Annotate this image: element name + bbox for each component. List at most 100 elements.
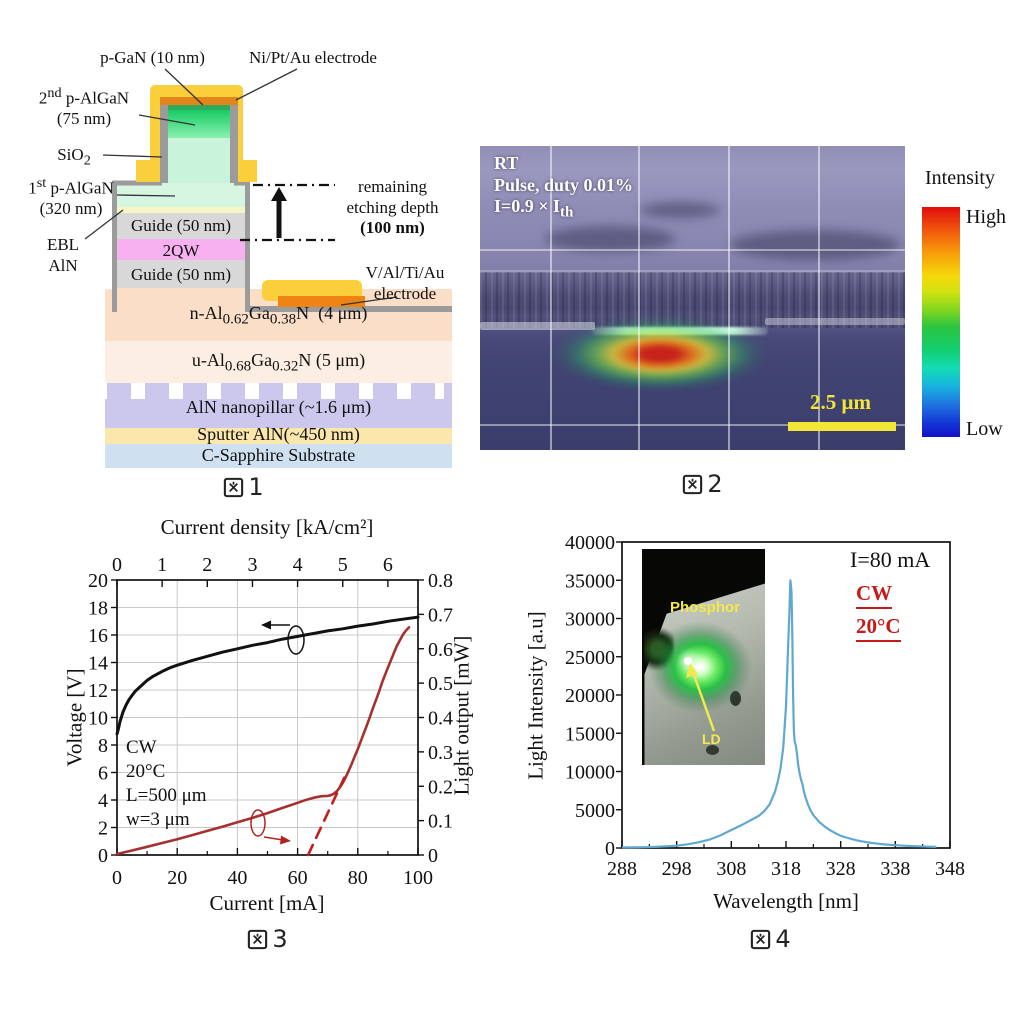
label-sio2: SiO2: [57, 145, 91, 169]
svg-text:20: 20: [88, 570, 108, 592]
y-left-axis-title: Voltage [V]: [62, 668, 87, 767]
figure2-near-field-image: RT Pulse, duty 0.01% I=0.9 × Ith 2.5 μm: [480, 146, 905, 450]
label-2qw: 2QW: [162, 241, 200, 260]
colorbar-low-label: Low: [966, 418, 1003, 440]
svg-text:4: 4: [98, 790, 108, 812]
svg-text:12: 12: [88, 680, 108, 702]
label-ebl-aln: EBL AlN: [46, 235, 80, 275]
svg-text:16: 16: [88, 625, 108, 647]
figure1-caption: 1: [143, 473, 343, 501]
label-guide-bottom: Guide (50 nm): [130, 265, 232, 284]
annotation-cw: CW: [126, 737, 157, 758]
svg-text:5000: 5000: [575, 800, 615, 822]
figure1-device-schematic: p-GaN (10 nm) Ni/Pt/Au electrode 2nd p-A…: [25, 35, 465, 505]
grid-line: [480, 249, 905, 251]
device-top-edge: [480, 270, 905, 273]
emission-intensity-spot: [540, 309, 780, 405]
svg-text:328: 328: [826, 858, 856, 880]
grid-line: [728, 146, 730, 450]
svg-text:6: 6: [98, 763, 108, 785]
label-guide-top: Guide (50 nm): [130, 216, 232, 235]
svg-text:0.3: 0.3: [428, 742, 453, 764]
annotation-temperature: 20°C: [856, 614, 901, 642]
ld-label: LD: [702, 731, 721, 747]
svg-text:0.7: 0.7: [428, 604, 453, 626]
fig3-chart-svg: 0 20 40 60 80 1000 1 2 3 4 5 60246810121416182000.1…: [88, 554, 453, 889]
figure4-number: 4: [775, 925, 791, 953]
label-ni-pt-au-electrode: Ni/Pt/Au electrode: [249, 48, 377, 67]
ld-arrow: [686, 663, 716, 732]
figure3-caption: 3: [167, 925, 367, 953]
threshold-extrapolation: [306, 776, 346, 857]
cleaved-ledge-left: [480, 322, 595, 330]
svg-text:6: 6: [383, 554, 393, 576]
figure1-number: 1: [248, 473, 264, 501]
right-axis-arrow: [280, 835, 291, 845]
label-sputter-aln: Sputter AlN(~450 nm): [197, 424, 360, 444]
annotation-cw: CW: [856, 581, 893, 609]
label-n-algan: n-Al0.62Ga0.38N (4 μm): [189, 303, 368, 328]
label-u-algan: u-Al0.68Ga0.32N (5 μm): [191, 350, 366, 375]
annotation-pulse-duty: Pulse, duty 0.01%: [494, 174, 634, 195]
annotation-current: I=0.9 × Ith: [494, 196, 574, 221]
svg-text:3: 3: [247, 554, 257, 576]
voltage-vs-current: [115, 615, 420, 736]
image-smudge: [730, 230, 900, 260]
grid-line: [480, 424, 905, 426]
annotation-temperature: 20°C: [126, 761, 166, 782]
svg-text:348: 348: [935, 858, 965, 880]
zu-kanji-icon: [222, 476, 245, 499]
svg-text:0.5: 0.5: [428, 673, 453, 695]
x-axis-title: Wavelength [nm]: [713, 889, 859, 913]
svg-text:0.2: 0.2: [428, 776, 453, 798]
emission-spectrum: [621, 579, 937, 849]
svg-text:40: 40: [227, 867, 247, 889]
svg-text:5: 5: [338, 554, 348, 576]
label-remaining-etching-depth: remaining etching depth (100 nm): [346, 177, 439, 238]
svg-text:25000: 25000: [565, 647, 615, 669]
svg-text:0: 0: [112, 867, 122, 889]
svg-text:0.6: 0.6: [428, 639, 453, 661]
label-aln-nanopillar: AlN nanopillar (~1.6 μm): [185, 397, 372, 417]
colorbar-high-label: High: [966, 206, 1006, 228]
svg-text:30000: 30000: [565, 609, 615, 631]
colorbar-title: Intensity: [925, 167, 995, 189]
voltage-curve-marker: [287, 625, 305, 655]
phosphor-label: Phosphor: [670, 599, 740, 616]
figure1-diagram: [84, 68, 452, 468]
svg-text:0.1: 0.1: [428, 811, 453, 833]
zu-kanji-icon: [246, 928, 269, 951]
svg-text:308: 308: [716, 858, 746, 880]
zu-kanji-icon: [749, 928, 772, 951]
svg-text:35000: 35000: [565, 570, 615, 592]
svg-text:80: 80: [348, 867, 368, 889]
figure2-caption: 2: [602, 470, 802, 498]
figure4-caption: 4: [670, 925, 870, 953]
image-smudge: [640, 202, 720, 218]
label-1st-p-algan: 1st p-AlGaN (320 nm): [28, 175, 114, 219]
svg-text:14: 14: [88, 653, 108, 675]
svg-text:100: 100: [403, 867, 433, 889]
ld-emission-spot: [684, 657, 692, 665]
svg-text:10000: 10000: [565, 762, 615, 784]
svg-text:40000: 40000: [565, 532, 615, 554]
svg-text:2: 2: [98, 818, 108, 840]
svg-text:15000: 15000: [565, 723, 615, 745]
svg-text:298: 298: [662, 858, 692, 880]
svg-text:2: 2: [202, 554, 212, 576]
image-smudge: [545, 226, 675, 252]
light-curve-marker: [250, 809, 266, 837]
svg-text:0: 0: [428, 845, 438, 867]
svg-text:0.4: 0.4: [428, 708, 453, 730]
svg-text:20000: 20000: [565, 685, 615, 707]
grid-line: [550, 146, 552, 450]
intensity-colorbar: [922, 207, 960, 437]
annotation-current: I=80 mA: [850, 547, 931, 572]
annotation-rt: RT: [494, 153, 519, 173]
x2-axis-title: Current density [kA/cm²]: [160, 515, 374, 539]
label-2nd-p-algan: 2nd p-AlGaN (75 nm): [38, 85, 130, 129]
svg-text:0: 0: [112, 554, 122, 576]
y-axis-title: Light Intensity [a.u]: [523, 611, 548, 780]
svg-text:4: 4: [293, 554, 303, 576]
